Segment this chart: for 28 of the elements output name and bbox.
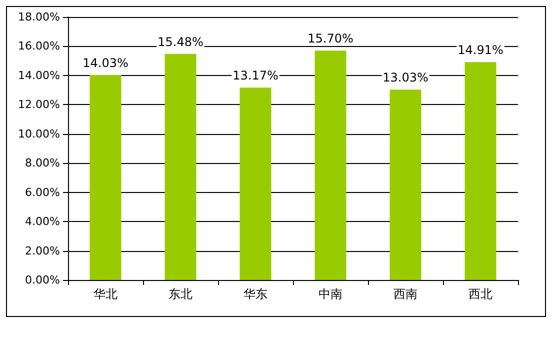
x-tick-label: 西北 <box>468 287 492 301</box>
x-tick-label: 中南 <box>318 287 342 301</box>
x-tick-label: 华北 <box>94 287 118 301</box>
y-tick-label: 2.00% <box>25 244 60 258</box>
x-tick-label: 东北 <box>168 287 192 301</box>
y-tick-label: 18.00% <box>18 10 60 24</box>
y-tick-label: 6.00% <box>25 186 60 199</box>
bar <box>314 50 346 280</box>
data-label: 14.91% <box>458 43 504 58</box>
y-tick-label: 16.00% <box>18 40 60 53</box>
data-label: 15.48% <box>158 34 204 49</box>
y-tick-label: 4.00% <box>25 215 60 228</box>
bar <box>390 90 422 280</box>
y-tick-label: 10.00% <box>18 127 60 140</box>
data-label: 13.03% <box>382 70 428 85</box>
bar <box>464 62 496 280</box>
x-tick-label: 华东 <box>244 287 268 301</box>
data-label: 13.17% <box>232 68 278 83</box>
bar <box>90 75 122 280</box>
bar <box>164 54 196 280</box>
data-label: 14.03% <box>82 56 128 70</box>
data-label: 15.70% <box>308 32 354 46</box>
y-tick-label: 0.00% <box>25 274 60 286</box>
x-tick-label: 西南 <box>394 287 418 301</box>
bar <box>240 88 272 280</box>
y-tick-label: 14.00% <box>18 68 60 82</box>
y-tick-label: 8.00% <box>25 156 60 170</box>
y-tick-label: 12.00% <box>18 98 60 112</box>
